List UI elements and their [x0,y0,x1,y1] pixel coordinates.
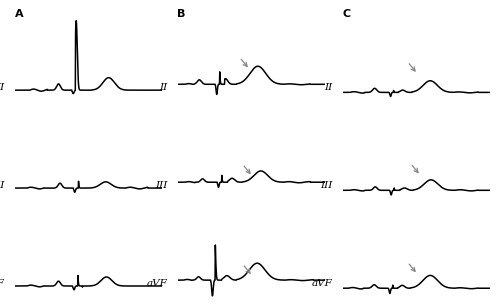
Text: III: III [155,181,167,190]
Text: aVF: aVF [312,279,332,288]
Text: B: B [178,9,186,19]
Text: II: II [0,83,4,92]
Text: III: III [0,181,4,190]
Text: II: II [324,83,332,92]
Text: aVF: aVF [0,279,4,288]
Text: III: III [320,181,332,190]
Text: II: II [159,83,167,92]
Text: A: A [15,9,24,19]
Text: aVF: aVF [146,279,167,288]
Text: C: C [342,9,350,19]
